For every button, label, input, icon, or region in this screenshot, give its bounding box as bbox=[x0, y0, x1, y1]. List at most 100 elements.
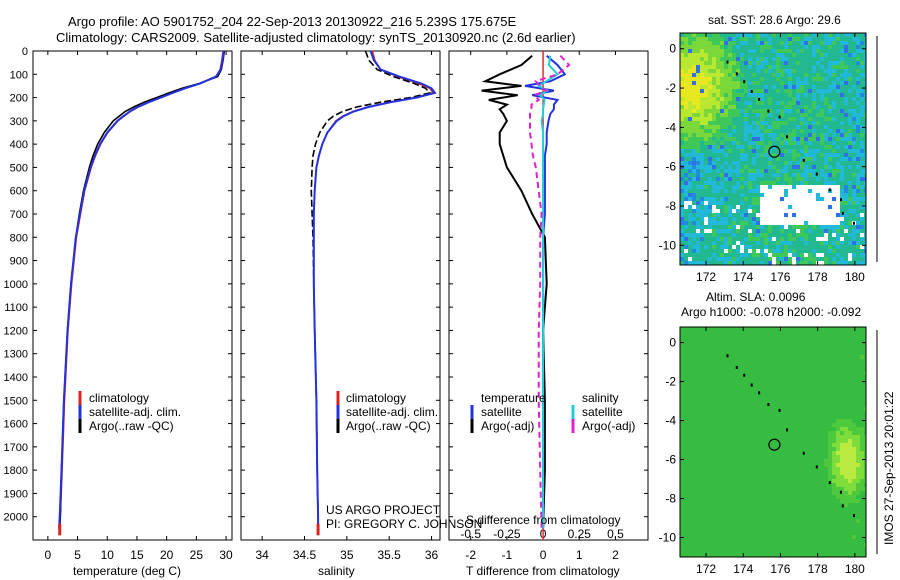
map-cell bbox=[836, 161, 841, 166]
map-cell bbox=[696, 415, 701, 420]
map-cell bbox=[772, 339, 777, 344]
map-cell bbox=[812, 209, 817, 214]
map-cell bbox=[680, 467, 685, 472]
map-cell bbox=[780, 375, 785, 380]
map-cell bbox=[768, 157, 773, 162]
map-cell bbox=[712, 73, 717, 78]
map-cell bbox=[728, 435, 733, 440]
map-cell bbox=[716, 157, 721, 162]
map-cell bbox=[796, 351, 801, 356]
map-cell bbox=[692, 387, 697, 392]
map-cell bbox=[760, 93, 765, 98]
map-cell bbox=[700, 177, 705, 182]
map-cell bbox=[856, 41, 861, 46]
map-cell bbox=[748, 73, 753, 78]
map-cell bbox=[824, 483, 829, 488]
map-cell bbox=[756, 339, 761, 344]
map-cell bbox=[716, 253, 721, 258]
map-cell bbox=[704, 185, 709, 190]
map-cell bbox=[836, 77, 841, 82]
map-cell bbox=[716, 439, 721, 444]
x-tick-label: 2 bbox=[612, 548, 619, 562]
map-cell bbox=[756, 173, 761, 178]
map-cell bbox=[720, 379, 725, 384]
map-cell bbox=[852, 157, 857, 162]
map-cell bbox=[780, 463, 785, 468]
map-cell bbox=[736, 89, 741, 94]
map-cell bbox=[716, 475, 721, 480]
map-cell bbox=[724, 181, 729, 186]
map-cell bbox=[864, 65, 866, 70]
map-cell bbox=[712, 69, 717, 74]
map-cell bbox=[688, 113, 693, 118]
map-cell bbox=[716, 435, 721, 440]
map-cell bbox=[800, 411, 805, 416]
map-cell bbox=[764, 359, 769, 364]
map-cell bbox=[836, 121, 841, 126]
map-cell bbox=[740, 69, 745, 74]
map-cell bbox=[796, 217, 801, 222]
map-cell bbox=[840, 241, 845, 246]
map-cell bbox=[788, 367, 793, 372]
map-cell bbox=[688, 467, 693, 472]
map-cell bbox=[792, 57, 797, 62]
map-cell bbox=[828, 439, 833, 444]
map-cell bbox=[816, 41, 821, 46]
map-cell bbox=[756, 141, 761, 146]
map-cell bbox=[844, 45, 849, 50]
map-cell bbox=[700, 45, 705, 50]
map-cell bbox=[712, 157, 717, 162]
map-cell bbox=[712, 101, 717, 106]
map-cell bbox=[724, 355, 729, 360]
map-cell bbox=[744, 161, 749, 166]
map-cell bbox=[804, 233, 809, 238]
map-cell bbox=[764, 479, 769, 484]
map-cell bbox=[808, 205, 813, 210]
map-cell bbox=[820, 261, 825, 265]
map-cell bbox=[816, 133, 821, 138]
map-cell bbox=[828, 443, 833, 448]
map-cell bbox=[768, 491, 773, 496]
map-cell bbox=[716, 101, 721, 106]
map-cell bbox=[784, 157, 789, 162]
map-cell bbox=[720, 355, 725, 360]
map-cell bbox=[720, 419, 725, 424]
map-cell bbox=[768, 41, 773, 46]
map-cell bbox=[824, 45, 829, 50]
map-cell bbox=[840, 455, 845, 460]
map-cell bbox=[768, 407, 773, 412]
map-cell bbox=[860, 431, 865, 436]
map-cell bbox=[848, 351, 853, 356]
map-cell bbox=[704, 137, 709, 142]
map-cell bbox=[852, 355, 857, 360]
map-cell bbox=[728, 455, 733, 460]
map-cell bbox=[692, 463, 697, 468]
map-cell bbox=[768, 177, 773, 182]
map-cell bbox=[736, 339, 741, 344]
map-cell bbox=[840, 431, 845, 436]
map-cell bbox=[816, 379, 821, 384]
map-cell bbox=[808, 197, 813, 202]
map-cell bbox=[768, 245, 773, 250]
map-cell bbox=[784, 249, 789, 254]
map-cell bbox=[852, 427, 857, 432]
map-cell bbox=[816, 105, 821, 110]
map-cell bbox=[696, 125, 701, 130]
map-cell bbox=[844, 161, 849, 166]
map-cell bbox=[824, 339, 829, 344]
map-cell bbox=[752, 201, 757, 206]
map-cell bbox=[804, 101, 809, 106]
map-cell bbox=[712, 109, 717, 114]
map-cell bbox=[712, 113, 717, 118]
map-cell bbox=[824, 169, 829, 174]
map-cell bbox=[836, 427, 841, 432]
map-cell bbox=[728, 189, 733, 194]
map-cell bbox=[736, 105, 741, 110]
map-cell bbox=[796, 335, 801, 340]
map-cell bbox=[784, 387, 789, 392]
map-cell bbox=[692, 431, 697, 436]
map-cell bbox=[860, 65, 865, 70]
map-cell bbox=[836, 443, 841, 448]
map-cell bbox=[796, 479, 801, 484]
map-cell bbox=[748, 145, 753, 150]
